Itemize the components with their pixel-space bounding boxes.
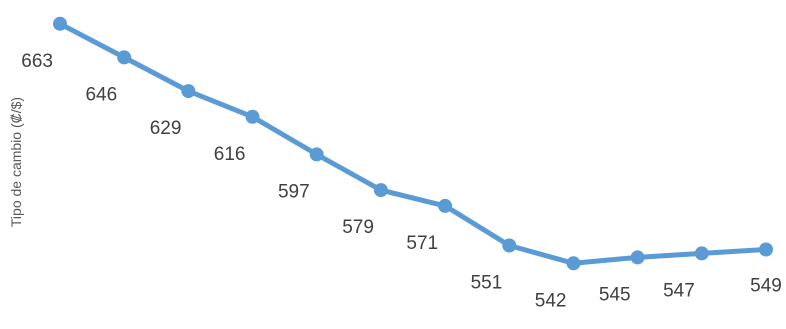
data-point-11 [759,242,773,257]
y-axis-title: Tipo de cambio (₡/$) [8,96,24,228]
data-point-10 [694,246,709,261]
series-line [57,21,769,266]
data-point-1 [117,50,132,65]
data-point-3 [245,109,260,124]
data-point-2 [181,84,196,99]
data-point-9 [630,250,645,265]
data-label-1: 646 [85,84,117,105]
data-label-0: 663 [21,51,53,72]
data-label-2: 629 [150,118,182,139]
data-label-5: 579 [342,217,374,238]
data-point-8 [566,256,581,271]
data-point-0 [53,16,67,31]
data-point-7 [502,238,517,253]
data-label-7: 551 [471,273,503,294]
data-point-4 [309,147,324,162]
data-label-6: 571 [406,233,438,254]
data-label-11: 549 [750,276,782,297]
data-label-10: 547 [663,280,695,301]
data-label-3: 616 [214,144,246,165]
data-point-5 [373,183,388,198]
data-point-6 [438,198,453,213]
data-label-8: 542 [535,290,567,311]
data-label-4: 597 [278,181,310,202]
data-label-9: 545 [599,284,631,305]
